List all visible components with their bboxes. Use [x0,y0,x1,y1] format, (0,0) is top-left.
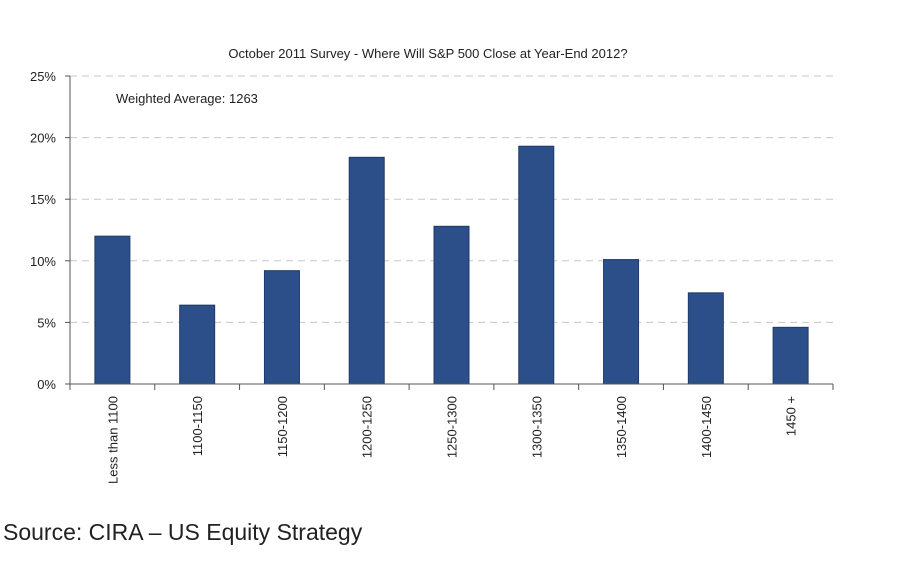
y-tick-label: 5% [37,315,56,330]
y-tick-label: 20% [30,131,56,146]
x-category-label: Less than 1100 [105,396,120,484]
source-note: Source: CIRA – US Equity Strategy [3,519,363,545]
bar [348,156,385,385]
bars [94,145,809,385]
y-tick-label: 10% [30,254,56,269]
x-category-label: 1200-1250 [360,396,375,458]
x-category-label: 1450 + [784,396,799,436]
bar [179,304,216,385]
bar [263,270,300,385]
bar [772,326,809,385]
y-tick-label: 0% [37,377,56,392]
x-category-label: 1400-1450 [699,396,714,458]
x-category-label: 1300-1350 [529,396,544,458]
bar [603,259,640,385]
axes [65,75,834,390]
y-tick-label: 25% [30,69,56,84]
x-category-label: 1150-1200 [275,396,290,457]
y-tick-labels: 0% 5% 10% 15% 20% 25% [30,69,56,392]
bar [433,225,470,385]
x-category-labels: Less than 1100 1100-1150 1150-1200 1200-125… [105,396,798,484]
x-category-label: 1100-1150 [190,396,205,456]
bar [687,292,724,385]
bar [94,235,131,385]
bar [518,145,555,385]
weighted-average-annotation: Weighted Average: 1263 [116,91,258,106]
y-tick-label: 15% [30,192,56,207]
x-category-label: 1250-1300 [445,396,460,458]
x-category-label: 1350-1400 [614,396,629,458]
chart-title: October 2011 Survey - Where Will S&P 500… [228,46,627,61]
